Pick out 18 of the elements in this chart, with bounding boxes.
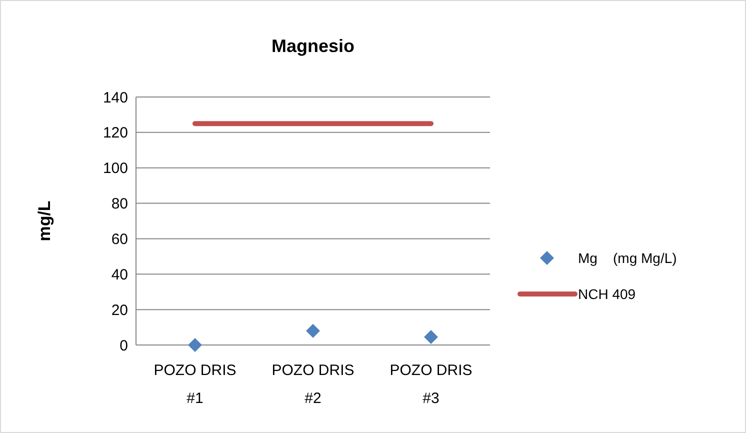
y-tick-label: 20 [111, 302, 128, 319]
y-tick-label: 0 [120, 337, 128, 354]
x-tick-label: POZO DRIS #3 [390, 362, 472, 407]
point [306, 324, 320, 338]
y-axis-title: mg/L [35, 200, 54, 242]
legend-label: NCH 409 [578, 286, 636, 302]
chart-title: Magnesio [271, 36, 355, 56]
y-tick-label: 140 [102, 89, 128, 106]
y-tick-label: 80 [111, 196, 128, 213]
point [424, 330, 438, 344]
y-tick-label: 40 [111, 266, 128, 284]
x-tick-label: POZO DRIS #1 [154, 362, 236, 407]
point [188, 338, 202, 352]
y-tick-label: 100 [102, 160, 128, 178]
y-tick-label: 60 [111, 230, 128, 248]
y-tick-label: 120 [102, 124, 128, 142]
x-tick-label: POZO DRIS #2 [272, 362, 354, 407]
legend-label: Mg (mg Mg/L) [578, 250, 677, 266]
